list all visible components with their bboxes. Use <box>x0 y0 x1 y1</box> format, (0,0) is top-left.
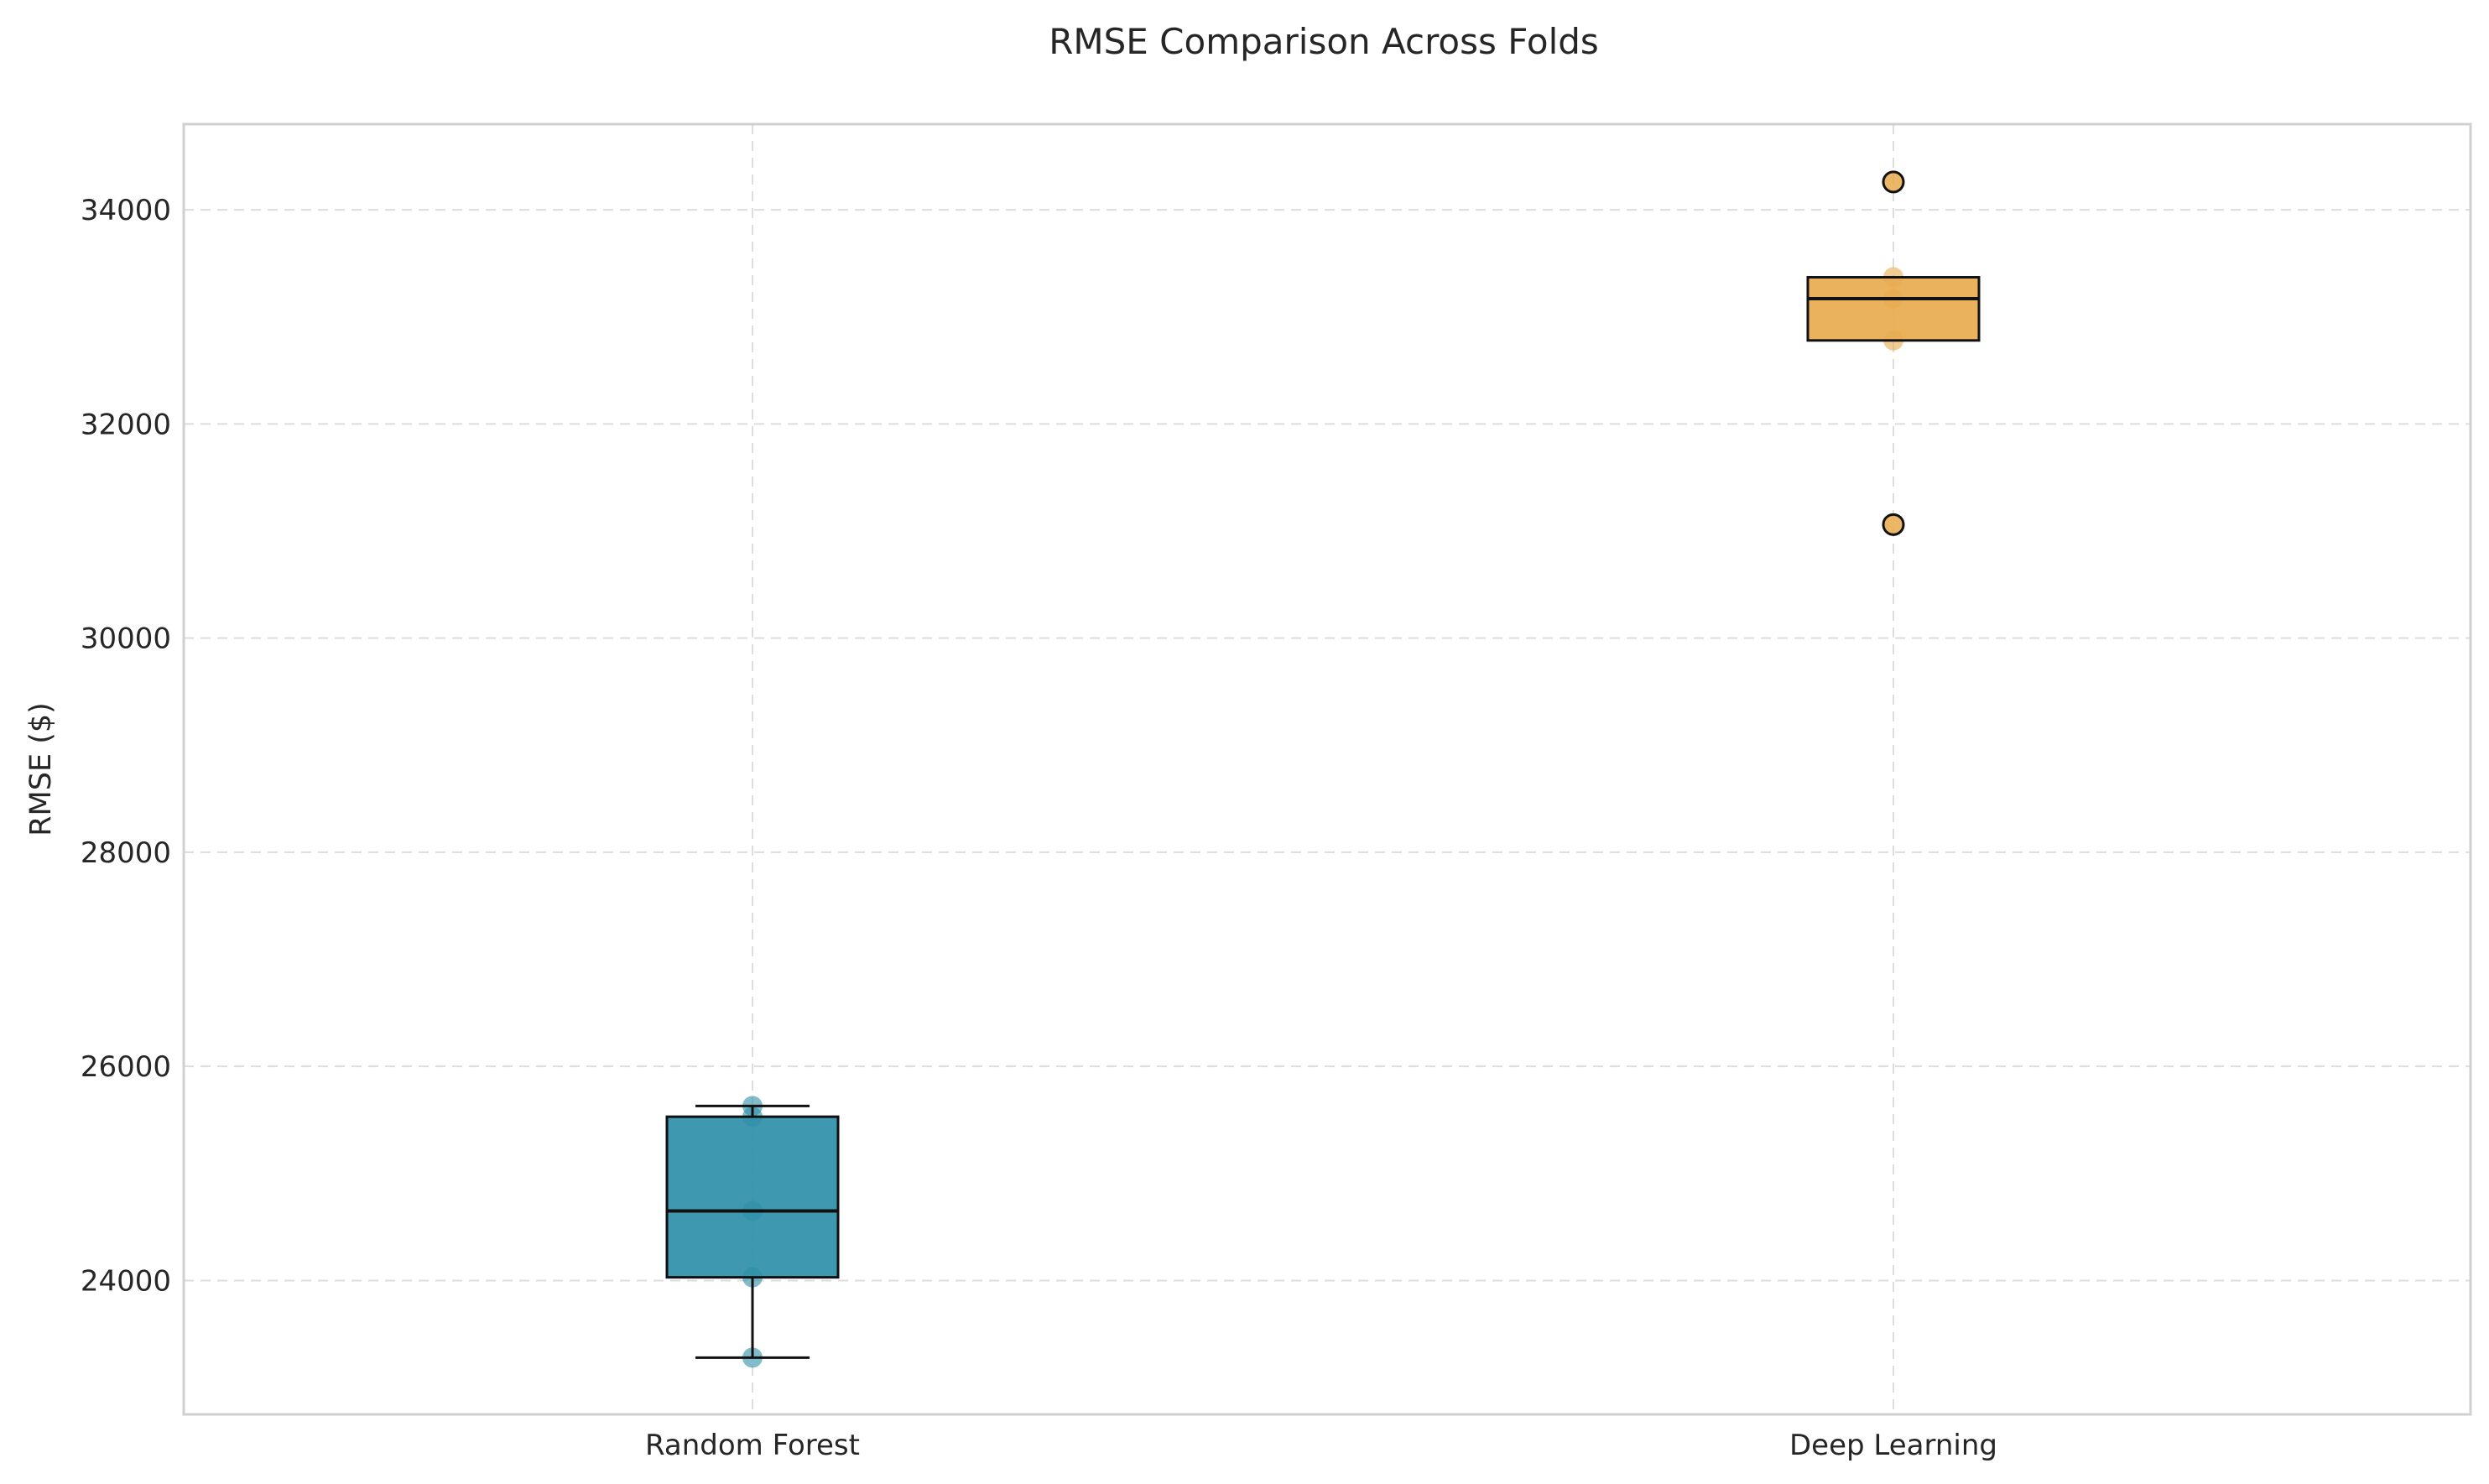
boxes-layer <box>665 276 1981 1359</box>
box-iqr <box>1806 276 1981 342</box>
outlier-point <box>1882 170 1905 194</box>
x-tick-label: Random Forest <box>645 1429 860 1462</box>
points-layer <box>742 171 1903 1368</box>
y-tick-label: 34000 <box>81 194 171 227</box>
y-tick-label: 28000 <box>81 836 171 870</box>
plot-frame <box>182 122 2472 1416</box>
y-tick-label: 32000 <box>81 408 171 441</box>
x-tick-labels: Random Forest Deep Learning <box>645 1429 1997 1462</box>
x-tick-label: Deep Learning <box>1789 1429 1997 1462</box>
y-tick-labels: 24000 26000 28000 30000 32000 34000 <box>81 194 171 1298</box>
chart-title: RMSE Comparison Across Folds <box>1049 21 1599 62</box>
grid-layer <box>184 124 2471 1414</box>
y-axis-label: RMSE ($) <box>24 702 58 836</box>
y-tick-label: 24000 <box>81 1264 171 1298</box>
outliers-layer <box>1882 170 1905 536</box>
outlier-point <box>1882 513 1905 536</box>
y-tick-label: 26000 <box>81 1050 171 1084</box>
box-iqr <box>665 1115 840 1279</box>
y-tick-label: 30000 <box>81 622 171 656</box>
